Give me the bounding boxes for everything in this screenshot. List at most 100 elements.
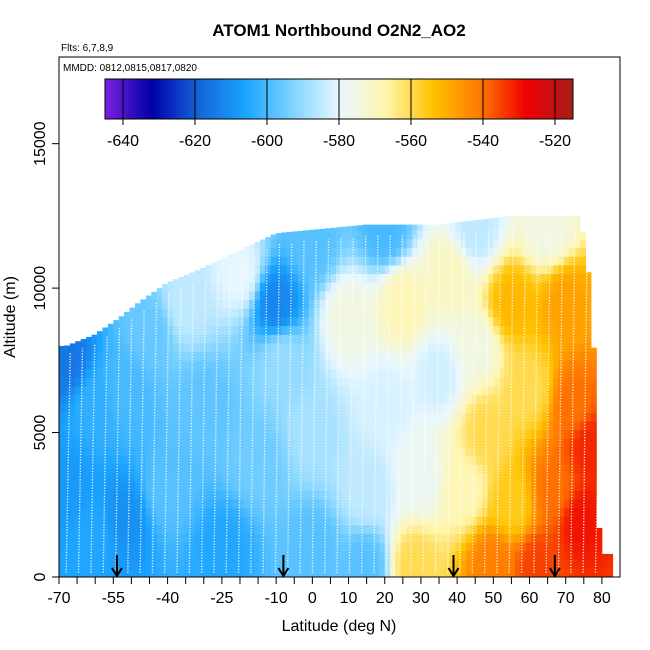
data-cell <box>200 481 206 491</box>
data-cell <box>232 403 239 413</box>
data-cell <box>401 473 407 483</box>
data-cell <box>428 499 434 509</box>
data-cell <box>238 525 244 535</box>
data-cell <box>471 273 478 283</box>
data-cell <box>292 542 299 552</box>
data-cell <box>411 343 418 353</box>
data-cell <box>395 325 402 335</box>
data-cell <box>281 499 288 509</box>
data-cell <box>129 533 136 543</box>
data-cell <box>498 507 505 517</box>
data-cell <box>487 568 494 577</box>
flight-track <box>594 397 601 573</box>
data-cell <box>124 551 130 561</box>
data-cell <box>357 412 364 422</box>
data-cell <box>308 438 315 448</box>
data-cell <box>406 369 413 379</box>
colorbar-segment <box>534 79 539 119</box>
data-cell <box>580 273 586 283</box>
data-cell <box>477 308 483 318</box>
data-cell <box>395 265 402 275</box>
data-cell <box>531 438 538 448</box>
data-cell <box>346 473 353 483</box>
data-cell <box>270 464 277 474</box>
data-cell <box>189 481 196 491</box>
data-cell <box>59 412 65 422</box>
data-cell <box>335 525 342 535</box>
data-cell <box>135 481 141 491</box>
data-cell <box>276 247 282 257</box>
data-cell <box>504 525 510 535</box>
data-cell <box>520 256 527 266</box>
data-cell <box>520 429 527 439</box>
data-cell <box>135 386 141 396</box>
data-cell <box>384 386 391 396</box>
data-cell <box>140 334 147 344</box>
data-cell <box>308 377 315 387</box>
data-cell <box>59 386 65 396</box>
data-cell <box>216 317 223 327</box>
data-cell <box>124 473 130 483</box>
colorbar-segment <box>323 79 328 119</box>
data-cell <box>401 551 407 561</box>
x-tick-label: -25 <box>210 590 233 607</box>
data-cell <box>292 273 299 283</box>
data-cell <box>183 490 190 500</box>
data-cell <box>221 325 228 335</box>
data-cell <box>69 360 76 370</box>
data-cell <box>357 490 364 500</box>
data-cell <box>547 421 554 431</box>
data-cell <box>243 291 250 301</box>
data-cell <box>330 429 337 439</box>
x-tick-label: 40 <box>448 590 466 607</box>
data-cell <box>319 438 326 448</box>
data-cell <box>379 516 386 526</box>
data-cell <box>254 334 261 344</box>
data-cell <box>482 291 489 301</box>
data-cell <box>390 473 396 483</box>
data-cell <box>515 447 521 457</box>
data-cell <box>563 265 570 275</box>
data-cell <box>563 542 570 552</box>
data-cell <box>270 282 277 292</box>
data-cell <box>102 542 109 552</box>
data-cell <box>498 351 505 361</box>
data-cell <box>232 421 239 431</box>
data-cell <box>357 447 364 457</box>
data-cell <box>477 247 483 257</box>
data-cell <box>498 403 505 413</box>
data-cell <box>395 351 402 361</box>
data-cell <box>118 447 125 457</box>
data-cell <box>319 282 326 292</box>
data-cell <box>520 221 527 231</box>
data-cell <box>59 490 65 500</box>
data-cell <box>558 239 565 249</box>
data-cell <box>379 507 386 517</box>
data-cell <box>254 369 261 379</box>
data-cell <box>531 299 538 309</box>
data-cell <box>173 377 179 387</box>
data-cell <box>531 317 538 327</box>
data-cell <box>493 273 500 283</box>
data-cell <box>102 343 109 353</box>
data-cell <box>433 230 440 240</box>
dates-note: MMDD: 0812,0815,0817,0820 <box>63 63 197 74</box>
data-cell <box>357 299 364 309</box>
data-cell <box>107 447 114 457</box>
data-cell <box>547 317 554 327</box>
data-cell <box>596 551 603 561</box>
data-cell <box>211 317 217 327</box>
data-cell <box>325 325 331 335</box>
data-cell <box>384 247 391 257</box>
colorbar: -640 -620 -600 -580 -560 -540 -520 <box>104 78 574 150</box>
data-cell <box>542 421 548 431</box>
data-cell <box>249 490 255 500</box>
data-cell <box>243 247 250 257</box>
data-cell <box>232 568 239 577</box>
data-cell <box>227 542 234 552</box>
data-cell <box>482 247 489 257</box>
data-cell <box>281 551 288 561</box>
data-cell <box>243 360 250 370</box>
data-cell <box>265 533 272 543</box>
data-cell <box>216 568 223 577</box>
